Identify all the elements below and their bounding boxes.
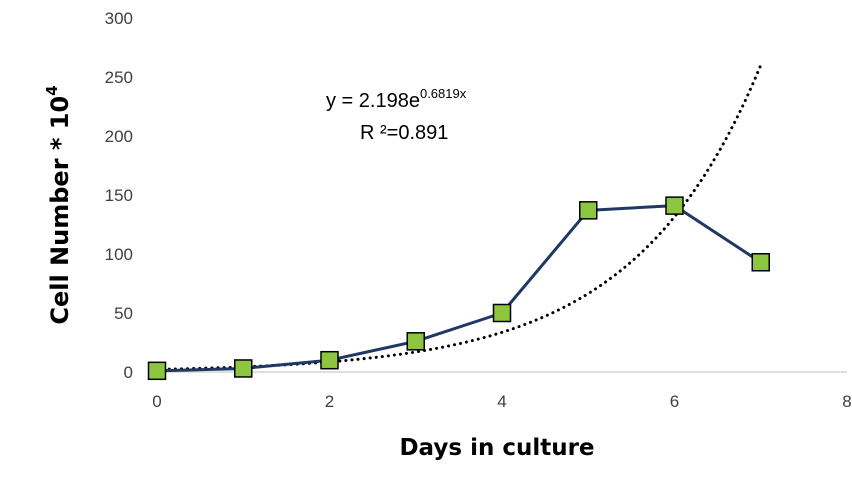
x-tick-label: 0: [152, 392, 161, 411]
data-point-marker: [406, 332, 425, 351]
y-tick-label: 150: [105, 186, 133, 205]
y-tick-label: 100: [105, 245, 133, 264]
y-axis-title-base: Cell Number * 10: [46, 96, 74, 325]
data-point-marker: [751, 253, 770, 272]
y-axis-title-exponent: 4: [43, 85, 61, 95]
trendline-layer: [155, 63, 763, 371]
trendline-path: [155, 63, 763, 371]
labels-layer: 0 50 100 150 200 250 300 0 2 4 6 8: [105, 9, 852, 411]
data-point-marker: [492, 303, 512, 323]
y-tick-label: 250: [105, 68, 133, 87]
y-axis-title: Cell Number * 104: [43, 85, 74, 324]
data-point-marker: [234, 359, 253, 378]
trendline-r-squared: R ²=0.891: [360, 122, 448, 144]
trendline-equation-exponent: 0.6819x: [420, 86, 467, 101]
y-tick-label: 0: [124, 363, 133, 382]
y-tick-label: 200: [105, 127, 133, 146]
trendline-equation: y = 2.198e0.6819x: [326, 86, 467, 112]
series-line: [156, 204, 762, 373]
trendline-equation-base: y = 2.198e: [326, 90, 420, 112]
x-tick-label: 6: [670, 392, 679, 411]
y-axis-title-group: Cell Number * 104: [43, 85, 74, 324]
y-tick-label: 300: [105, 9, 133, 28]
x-axis-title: Days in culture: [399, 435, 594, 461]
data-point-marker: [579, 201, 598, 220]
x-tick-label: 2: [325, 392, 334, 411]
y-tick-label: 50: [114, 304, 133, 323]
data-point-marker: [147, 361, 167, 381]
data-point-marker: [320, 350, 339, 370]
x-tick-label: 8: [842, 392, 851, 411]
data-point-marker: [665, 196, 684, 215]
series-layer: [147, 196, 770, 381]
x-tick-label: 4: [497, 392, 506, 411]
